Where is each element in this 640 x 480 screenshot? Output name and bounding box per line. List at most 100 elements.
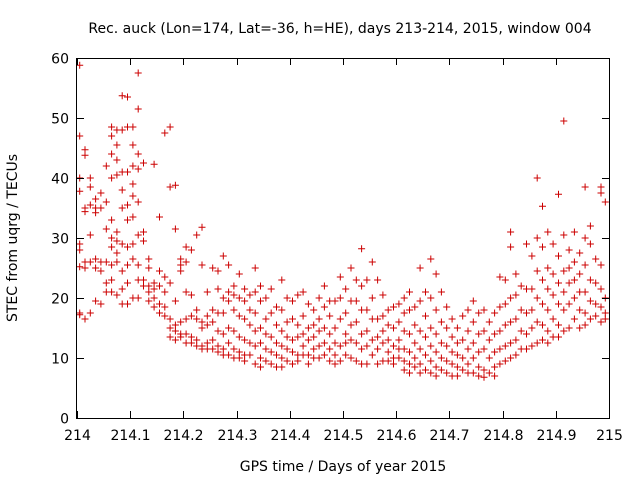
data-point bbox=[257, 354, 264, 362]
data-point bbox=[384, 336, 392, 344]
data-point bbox=[501, 357, 509, 365]
data-point bbox=[171, 321, 179, 329]
data-point bbox=[150, 303, 158, 311]
data-point bbox=[459, 312, 467, 320]
data-point bbox=[368, 294, 376, 302]
data-point bbox=[251, 360, 259, 368]
data-point bbox=[507, 243, 515, 251]
data-point bbox=[171, 336, 179, 344]
data-point bbox=[411, 354, 419, 362]
data-point bbox=[257, 363, 264, 371]
data-point bbox=[124, 168, 131, 176]
data-point bbox=[555, 300, 562, 308]
data-point bbox=[453, 339, 461, 347]
data-point bbox=[395, 318, 403, 326]
data-point bbox=[586, 240, 594, 248]
data-point bbox=[560, 288, 568, 296]
data-point bbox=[501, 300, 509, 308]
data-point bbox=[76, 132, 84, 140]
data-point bbox=[411, 321, 419, 329]
data-point bbox=[161, 129, 169, 137]
data-point bbox=[507, 318, 515, 326]
data-point bbox=[278, 342, 286, 350]
data-point bbox=[581, 261, 589, 269]
data-point bbox=[209, 318, 217, 326]
data-point bbox=[501, 321, 509, 329]
data-point bbox=[92, 255, 100, 263]
data-point bbox=[601, 315, 609, 323]
data-point bbox=[113, 171, 121, 179]
data-point bbox=[597, 261, 605, 269]
data-point bbox=[480, 345, 488, 353]
data-point bbox=[395, 354, 403, 362]
data-point bbox=[257, 339, 264, 347]
data-point bbox=[315, 294, 323, 302]
data-point bbox=[299, 342, 307, 350]
data-point bbox=[320, 282, 328, 290]
data-point bbox=[443, 303, 451, 311]
data-point bbox=[187, 333, 195, 341]
data-point bbox=[182, 330, 190, 338]
data-point bbox=[235, 270, 243, 278]
data-point bbox=[342, 309, 350, 317]
data-point bbox=[134, 69, 142, 77]
data-point bbox=[161, 312, 169, 320]
data-point bbox=[251, 342, 259, 350]
data-point bbox=[597, 303, 605, 311]
x-tick-label: 215 bbox=[596, 428, 623, 444]
data-point bbox=[336, 294, 344, 302]
y-axis: 0 10 20 30 40 50 60 bbox=[51, 52, 609, 428]
data-point bbox=[214, 267, 222, 275]
data-point bbox=[544, 339, 552, 347]
data-point bbox=[124, 201, 131, 209]
data-point bbox=[422, 288, 429, 296]
data-point bbox=[92, 195, 100, 203]
data-point bbox=[342, 285, 350, 293]
data-point bbox=[246, 339, 254, 347]
data-point bbox=[166, 324, 174, 332]
data-point bbox=[448, 360, 456, 368]
data-point bbox=[416, 345, 424, 353]
data-point bbox=[570, 228, 578, 236]
data-point bbox=[235, 354, 243, 362]
data-point bbox=[384, 321, 392, 329]
data-point bbox=[203, 321, 211, 329]
data-point bbox=[124, 300, 131, 308]
data-point bbox=[601, 309, 609, 317]
data-point bbox=[187, 291, 195, 299]
data-point bbox=[278, 276, 286, 284]
data-point bbox=[437, 288, 445, 296]
data-point bbox=[225, 288, 233, 296]
data-point bbox=[432, 372, 440, 380]
data-point bbox=[262, 294, 270, 302]
data-point bbox=[108, 123, 116, 131]
data-point bbox=[512, 336, 520, 344]
data-point bbox=[485, 354, 493, 362]
data-point bbox=[225, 339, 233, 347]
data-point bbox=[469, 318, 477, 326]
data-point bbox=[512, 291, 520, 299]
data-point bbox=[76, 311, 84, 319]
data-point bbox=[331, 360, 339, 368]
data-point bbox=[267, 285, 275, 293]
data-point bbox=[166, 123, 174, 131]
data-point bbox=[273, 303, 280, 311]
data-point bbox=[209, 336, 217, 344]
data-point bbox=[443, 357, 451, 365]
data-point bbox=[203, 339, 211, 347]
data-point bbox=[108, 132, 116, 140]
data-point bbox=[230, 291, 238, 299]
data-point bbox=[209, 345, 217, 353]
data-point bbox=[390, 342, 397, 350]
data-point bbox=[422, 351, 429, 359]
data-point bbox=[576, 324, 584, 332]
data-point bbox=[267, 348, 275, 356]
data-point bbox=[533, 234, 541, 242]
data-point bbox=[283, 345, 291, 353]
data-point bbox=[453, 324, 461, 332]
data-point bbox=[209, 306, 217, 314]
data-point bbox=[496, 273, 504, 281]
data-point bbox=[352, 318, 360, 326]
data-point bbox=[570, 276, 578, 284]
